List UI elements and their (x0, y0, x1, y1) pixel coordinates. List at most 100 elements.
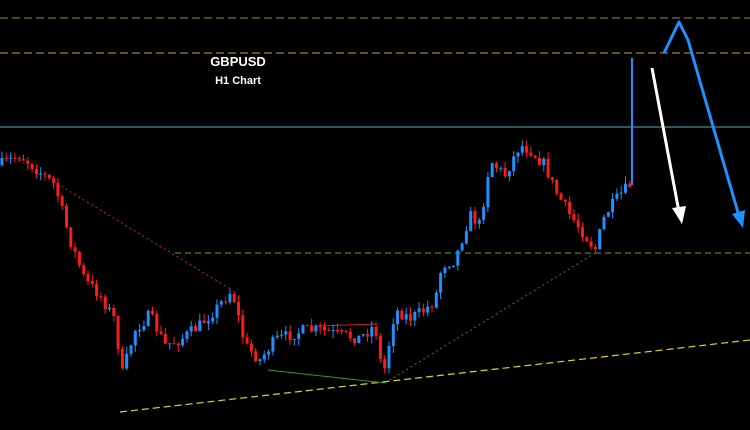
candle-body (211, 317, 215, 322)
trend-line (267, 369, 386, 384)
candle-body (439, 273, 443, 293)
candle-body (34, 168, 38, 175)
candle-body (563, 199, 567, 202)
candle-body (284, 331, 288, 335)
candle-body (30, 163, 34, 169)
candle-body (47, 174, 51, 179)
candle-body (90, 280, 94, 285)
candle-body (288, 331, 292, 340)
candle-body (215, 304, 219, 318)
candle-body (533, 155, 537, 158)
candle-body (340, 330, 344, 332)
candle-body (370, 327, 374, 337)
candle-body (163, 334, 167, 344)
candle-body (396, 310, 400, 325)
candle-body (576, 220, 580, 228)
arrow-head (732, 210, 745, 228)
candle-body (512, 156, 516, 172)
candle-body (503, 167, 507, 177)
candle-body (206, 321, 210, 324)
candle-body (430, 306, 434, 308)
arrow-head (672, 206, 686, 224)
candle-body (17, 158, 21, 160)
candle-body (585, 237, 589, 242)
candle-body (4, 158, 8, 160)
candle-body (460, 243, 464, 251)
candle-body (602, 216, 606, 230)
candle-body (133, 330, 137, 346)
candle-body (22, 159, 25, 161)
candle-body (391, 324, 395, 346)
trend-line (384, 252, 596, 384)
candle-body (241, 315, 245, 338)
candle-body (353, 338, 357, 344)
candle-body (482, 207, 486, 220)
candle-body (606, 212, 610, 217)
candle-body (619, 192, 623, 194)
candle-body (318, 325, 322, 327)
candle-body (615, 193, 619, 199)
candle-body (314, 325, 318, 332)
candle-body (555, 179, 559, 194)
candle-body (542, 158, 546, 165)
candle-body (120, 348, 124, 369)
candle-body (499, 167, 503, 169)
candle-body (77, 251, 81, 266)
candle-body (194, 326, 197, 331)
candle-body (0, 158, 4, 165)
candle-body (344, 330, 348, 332)
candle-body (56, 182, 60, 197)
candles (0, 140, 632, 374)
trend-line (317, 323, 377, 327)
candle-body (310, 325, 314, 332)
candle-body (73, 247, 77, 252)
candle-body (280, 334, 283, 336)
candle-body (357, 335, 361, 344)
candle-body (219, 301, 223, 305)
candle-body (400, 310, 404, 320)
candle-body (421, 308, 425, 313)
candle-body (262, 354, 266, 360)
candle-body (434, 292, 438, 308)
candle-body (335, 330, 339, 332)
arrow-shaft (650, 67, 681, 213)
candle-body (589, 241, 593, 247)
candle-body (224, 301, 228, 303)
candle-body (39, 173, 43, 175)
candle-body (426, 306, 430, 313)
candle-body (305, 325, 309, 327)
candle-body (254, 351, 258, 362)
candle-body (366, 334, 369, 337)
candle-body (301, 325, 305, 334)
candle-body (348, 331, 352, 339)
candle-body (327, 330, 331, 332)
candle-body (172, 343, 176, 345)
candle-body (13, 157, 17, 159)
candle-body (598, 229, 602, 250)
candle-body (469, 211, 473, 232)
candle-body (245, 337, 249, 344)
candle-body (159, 331, 163, 335)
candle-body (490, 163, 494, 177)
arrow-shaft (662, 20, 741, 217)
candle-body (232, 293, 236, 303)
candle-body (189, 326, 193, 332)
candle-body (103, 296, 107, 309)
candle-body (146, 310, 150, 326)
candle-body (86, 273, 90, 281)
candle-body (568, 201, 572, 214)
candle-body (611, 198, 615, 213)
candle-body (409, 314, 412, 321)
candle-body (628, 183, 632, 187)
candle-body (82, 265, 86, 274)
candle-body (52, 178, 56, 183)
candle-body (99, 295, 103, 297)
candle-body (292, 339, 296, 341)
candle-body (176, 343, 180, 346)
candle-body (546, 158, 550, 178)
candle-body (108, 307, 111, 309)
candle-body (550, 177, 554, 180)
candle-body (456, 250, 460, 266)
candle-body (361, 334, 365, 336)
candle-body (198, 320, 202, 331)
